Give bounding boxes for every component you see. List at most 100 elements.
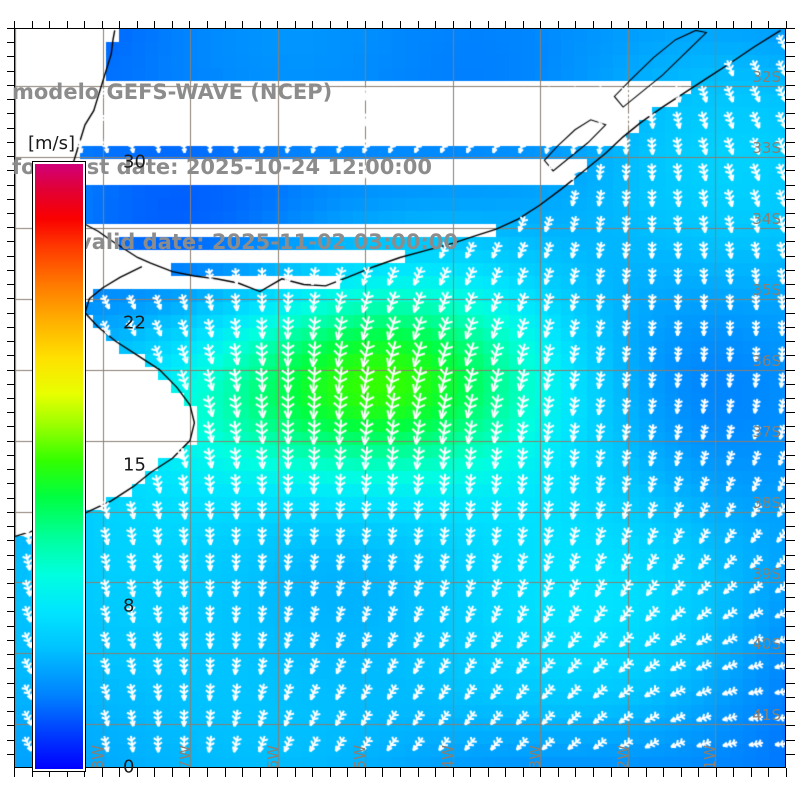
- axis-tick: [786, 740, 795, 741]
- axis-tick: [786, 113, 795, 114]
- axis-tick: [786, 412, 795, 413]
- axis-tick: [7, 412, 14, 413]
- axis-tick: [365, 768, 366, 777]
- longitude-label: 58W: [88, 745, 107, 768]
- axis-tick: [7, 284, 14, 285]
- longitude-label: 51W: [701, 745, 719, 768]
- axis-tick: [786, 355, 795, 356]
- axis-tick: [523, 21, 524, 28]
- axis-tick: [681, 21, 682, 28]
- axis-tick: [786, 256, 795, 257]
- axis-tick: [7, 483, 14, 484]
- axis-tick: [7, 455, 14, 456]
- axis-tick: [470, 21, 471, 28]
- axis-tick: [7, 170, 14, 171]
- latitude-label: 38S: [752, 493, 781, 512]
- axis-tick: [768, 768, 769, 777]
- axis-tick: [84, 768, 85, 777]
- axis-tick: [137, 768, 138, 777]
- axis-tick: [786, 156, 795, 157]
- left-tick-rail: [7, 28, 14, 768]
- axis-tick: [154, 768, 155, 777]
- axis-tick: [32, 21, 33, 28]
- longitude-label: 56W: [263, 745, 282, 768]
- axis-tick: [453, 768, 454, 777]
- latitude-label: 35S: [752, 280, 781, 299]
- axis-tick: [119, 768, 120, 777]
- axis-tick: [7, 583, 14, 584]
- axis-tick: [225, 21, 226, 28]
- axis-tick: [786, 725, 795, 726]
- axis-tick: [786, 583, 795, 584]
- axis-tick: [575, 768, 576, 777]
- axis-tick: [7, 398, 14, 399]
- axis-tick: [382, 21, 383, 28]
- axis-tick: [786, 327, 795, 328]
- axis-tick: [593, 768, 594, 777]
- axis-tick: [7, 241, 14, 242]
- axis-tick: [786, 754, 795, 755]
- axis-tick: [558, 21, 559, 28]
- bottom-tick-rail: [14, 768, 787, 777]
- latitude-label: 41S: [752, 706, 781, 725]
- axis-tick: [7, 298, 14, 299]
- axis-tick: [786, 241, 795, 242]
- axis-tick: [786, 640, 795, 641]
- axis-tick: [189, 768, 190, 777]
- axis-tick: [242, 21, 243, 28]
- axis-tick: [786, 298, 795, 299]
- axis-tick: [7, 99, 14, 100]
- axis-tick: [7, 640, 14, 641]
- longitude-label: 53W: [526, 745, 544, 768]
- axis-tick: [453, 21, 454, 28]
- axis-tick: [435, 21, 436, 28]
- axis-tick: [7, 370, 14, 371]
- axis-tick: [786, 441, 795, 442]
- longitude-label: 54W: [438, 745, 457, 768]
- axis-tick: [330, 21, 331, 28]
- axis-tick: [558, 768, 559, 777]
- axis-tick: [663, 21, 664, 28]
- axis-tick: [733, 768, 734, 777]
- axis-tick: [786, 384, 795, 385]
- axis-tick: [786, 398, 795, 399]
- axis-tick: [435, 768, 436, 777]
- axis-tick: [786, 71, 795, 72]
- axis-tick: [786, 56, 795, 57]
- axis-tick: [611, 21, 612, 28]
- axis-tick: [7, 611, 14, 612]
- axis-tick: [7, 56, 14, 57]
- axis-tick: [646, 768, 647, 777]
- axis-tick: [67, 21, 68, 28]
- axis-tick: [611, 768, 612, 777]
- colorbar-tick-0: 0: [123, 756, 135, 778]
- axis-tick: [786, 668, 795, 669]
- axis-tick: [418, 21, 419, 28]
- axis-tick: [7, 597, 14, 598]
- axis-tick: [628, 768, 629, 777]
- axis-tick: [242, 768, 243, 777]
- axis-tick: [786, 626, 795, 627]
- axis-tick: [786, 185, 795, 186]
- latitude-label: 40S: [752, 635, 781, 654]
- axis-tick: [786, 199, 795, 200]
- axis-tick: [768, 21, 769, 28]
- axis-tick: [7, 512, 14, 513]
- latitude-label: 39S: [752, 564, 781, 583]
- axis-tick: [628, 21, 629, 28]
- axis-tick: [277, 768, 278, 777]
- axis-tick: [7, 199, 14, 200]
- axis-tick: [400, 21, 401, 28]
- axis-tick: [786, 483, 795, 484]
- axis-tick: [84, 21, 85, 28]
- axis-tick: [523, 768, 524, 777]
- axis-tick: [505, 21, 506, 28]
- axis-tick: [786, 512, 795, 513]
- axis-tick: [786, 611, 795, 612]
- axis-tick: [470, 768, 471, 777]
- axis-tick: [7, 185, 14, 186]
- axis-tick: [786, 426, 795, 427]
- axis-tick: [207, 21, 208, 28]
- colorbar-unit-label: [m/s]: [28, 133, 76, 154]
- axis-tick: [593, 21, 594, 28]
